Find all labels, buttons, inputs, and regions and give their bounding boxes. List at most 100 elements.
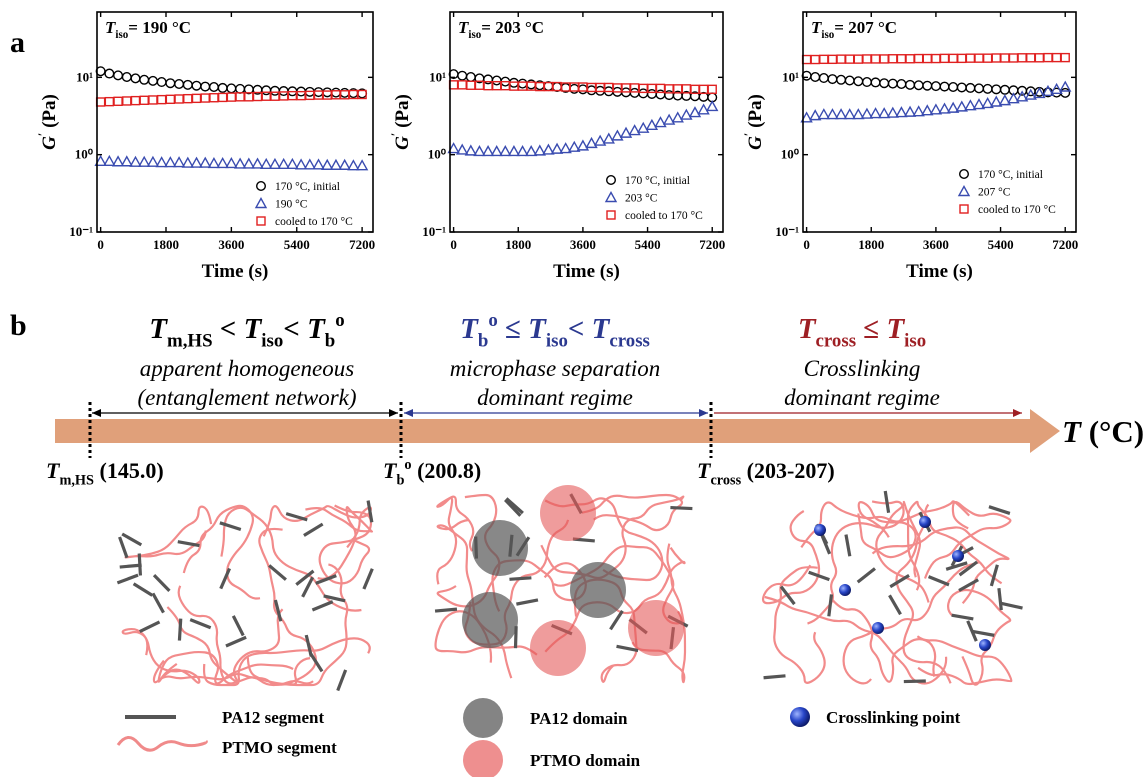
data-point bbox=[827, 110, 837, 119]
data-point bbox=[639, 89, 648, 98]
x-tick-label: 1800 bbox=[505, 237, 531, 252]
x-tick-label: 7200 bbox=[699, 237, 725, 252]
pa12-segment bbox=[890, 575, 909, 586]
data-point bbox=[500, 146, 510, 155]
pa12-segment bbox=[959, 580, 978, 591]
data-point bbox=[854, 77, 863, 86]
pa12-segment bbox=[885, 491, 888, 513]
data-point bbox=[183, 81, 192, 90]
data-point bbox=[209, 158, 219, 167]
data-point bbox=[466, 146, 476, 155]
data-point bbox=[975, 84, 984, 93]
data-point bbox=[836, 110, 846, 119]
regime-condition: Tcross ≤ Tiso bbox=[798, 313, 926, 352]
pa12-segment bbox=[304, 524, 323, 535]
text-part-symbol: T bbox=[460, 313, 479, 345]
chart: 0180036005400720010⁻¹10⁰10¹Tiso= 203 °CT… bbox=[389, 12, 725, 282]
data-point bbox=[483, 146, 493, 155]
data-point bbox=[923, 81, 932, 90]
y-tick-label: 10⁻¹ bbox=[775, 224, 799, 239]
pa12-segment bbox=[509, 578, 531, 579]
regime-description: dominant regime bbox=[477, 385, 633, 410]
regime-description: Crosslinking bbox=[804, 356, 921, 381]
data-point bbox=[226, 158, 236, 167]
x-tick-label: 7200 bbox=[349, 237, 375, 252]
text-part-text: (145.0) bbox=[94, 458, 164, 483]
text-part-sub: m,HS bbox=[167, 331, 213, 352]
text-part-text: (Pa) bbox=[392, 94, 413, 133]
data-point bbox=[149, 77, 158, 86]
text-part-sub: iso bbox=[904, 331, 926, 352]
data-point bbox=[992, 85, 1001, 94]
data-point bbox=[941, 54, 949, 62]
crosslink-point bbox=[919, 516, 931, 528]
legend-marker bbox=[960, 205, 968, 213]
data-point bbox=[261, 159, 271, 168]
text-part-text: ≤ bbox=[856, 313, 886, 345]
text-part-sup: o bbox=[335, 310, 344, 331]
key-label: PA12 domain bbox=[530, 709, 628, 728]
plot-frame bbox=[803, 12, 1076, 232]
data-point bbox=[158, 96, 166, 104]
key-label: PA12 segment bbox=[222, 708, 324, 727]
pa12-domain bbox=[462, 592, 518, 648]
data-point bbox=[253, 159, 263, 168]
ptmo-domain bbox=[540, 485, 596, 541]
legend-label: 203 °C bbox=[625, 193, 658, 205]
text-part-symbol: T bbox=[244, 313, 263, 345]
data-point bbox=[863, 78, 872, 87]
data-point bbox=[262, 86, 271, 95]
data-point bbox=[845, 76, 854, 85]
text-part-text: (200.8) bbox=[412, 458, 482, 483]
data-point bbox=[458, 71, 467, 80]
data-point bbox=[122, 157, 132, 166]
pa12-domain-icon bbox=[463, 698, 503, 738]
pa12-segment bbox=[178, 542, 200, 546]
legend-marker bbox=[607, 211, 615, 219]
text-part-sub: b bbox=[325, 331, 335, 352]
data-point bbox=[457, 145, 467, 154]
y-axis-label: G′ (Pa) bbox=[389, 94, 413, 150]
legend-marker bbox=[606, 193, 616, 202]
x-tick-label: 5400 bbox=[988, 237, 1014, 252]
text-part-sub: iso bbox=[115, 29, 128, 41]
text-part-text: (Pa) bbox=[745, 94, 766, 133]
x-tick-label: 3600 bbox=[570, 237, 596, 252]
pa12-segment bbox=[1001, 603, 1022, 608]
temperature-arrow bbox=[55, 409, 1060, 453]
pa12-segment bbox=[134, 584, 153, 596]
pa12-segment bbox=[154, 575, 169, 591]
pa12-segment bbox=[929, 577, 949, 585]
text-part-text: < bbox=[568, 313, 592, 345]
data-point bbox=[122, 73, 131, 82]
data-point bbox=[621, 128, 631, 137]
data-point bbox=[348, 161, 358, 170]
data-point bbox=[219, 93, 227, 101]
y-tick-label: 10⁻¹ bbox=[422, 224, 446, 239]
y-tick-label: 10¹ bbox=[782, 69, 799, 84]
arrow-head bbox=[92, 409, 101, 417]
regime-description: microphase separation bbox=[450, 356, 661, 381]
arrow-head bbox=[389, 409, 398, 417]
y-tick-label: 10⁰ bbox=[75, 147, 94, 162]
data-point bbox=[915, 55, 923, 63]
data-point bbox=[983, 85, 992, 94]
data-point bbox=[846, 55, 854, 63]
data-point bbox=[880, 79, 889, 88]
ptmo-domain-icon bbox=[463, 740, 503, 777]
data-point bbox=[648, 90, 657, 99]
text-part-sub: iso bbox=[546, 331, 568, 352]
data-point bbox=[201, 94, 209, 102]
temperature-axis-label: T (°C) bbox=[1062, 414, 1143, 449]
data-point bbox=[854, 55, 862, 63]
text-part-sub: cross bbox=[609, 331, 649, 352]
data-point bbox=[656, 90, 665, 99]
pa12-segment bbox=[233, 616, 243, 636]
pa12-segment bbox=[952, 615, 974, 619]
data-point bbox=[131, 97, 139, 105]
data-point bbox=[655, 118, 665, 127]
legend-label: 170 °C, initial bbox=[978, 169, 1043, 181]
pa12-segment bbox=[312, 602, 332, 610]
ptmo-chain bbox=[763, 511, 819, 603]
text-part-sub: b bbox=[396, 473, 404, 489]
